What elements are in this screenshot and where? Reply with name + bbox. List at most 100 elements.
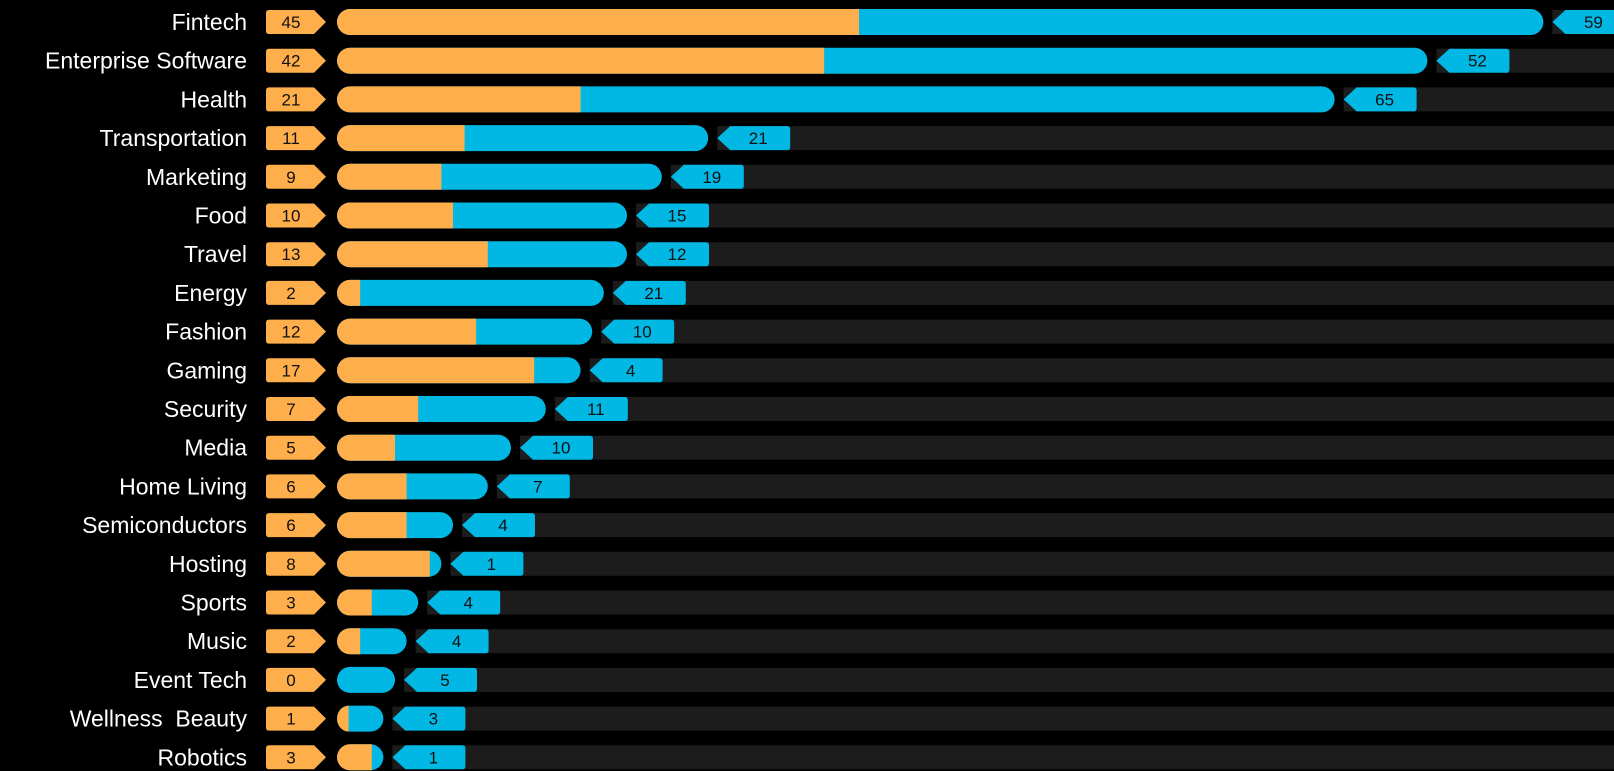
- series-a-value-label: 42: [282, 52, 301, 71]
- series-b-value-badge: [427, 590, 501, 615]
- series-a-value-label: 2: [286, 284, 295, 303]
- series-b-value-label: 11: [587, 400, 605, 419]
- series-a-value-label: 8: [286, 555, 295, 574]
- category-label: Home Living: [119, 473, 247, 499]
- series-b-value-badge: [636, 203, 709, 228]
- series-a-value-badge: [266, 280, 326, 305]
- series-a-value-badge: [266, 358, 326, 383]
- series-b-value-badge: [717, 126, 791, 151]
- series-a-value-label: 9: [286, 168, 295, 187]
- bar-segment-series-a: [337, 279, 361, 306]
- bar-track: [427, 590, 1614, 615]
- series-a-value-badge: [266, 435, 326, 460]
- bar-row: Robotics 3 1: [158, 744, 1614, 771]
- category-label: Health: [181, 86, 247, 112]
- bar-segment-series-a: [337, 163, 442, 190]
- category-label: Marketing: [146, 164, 247, 190]
- category-label: Media: [184, 435, 247, 461]
- category-label: Sports: [181, 590, 247, 616]
- bar-segment-series-b: [337, 279, 604, 306]
- series-a-value-label: 5: [286, 439, 295, 458]
- series-b-value-label: 4: [452, 632, 461, 651]
- category-label: Enterprise Software: [45, 48, 247, 74]
- series-a-value-label: 6: [286, 477, 295, 496]
- bar-row: Sports 3 4: [181, 589, 1614, 616]
- bar-row: Music 2 4: [187, 628, 1614, 655]
- series-a-value-badge: [266, 590, 326, 615]
- series-b-value-label: 4: [463, 594, 472, 613]
- bar-row: Transportation 11 21: [100, 125, 1614, 152]
- bar-track: [462, 513, 1614, 538]
- series-b-value-badge: [636, 242, 709, 267]
- category-label: Fintech: [172, 9, 247, 35]
- series-a-value-badge: [266, 126, 326, 151]
- series-a-value-badge: [266, 203, 326, 228]
- series-b-value-label: 10: [633, 323, 652, 342]
- series-b-value-label: 7: [533, 477, 542, 496]
- bar-row: Semiconductors 6 4: [82, 512, 1614, 539]
- category-label: Fashion: [165, 319, 247, 345]
- bar-row: Event Tech 0 5: [134, 666, 1614, 693]
- bar-segment-series-a: [337, 744, 372, 771]
- bar-track: [554, 397, 1614, 421]
- bar-segment-series-a: [337, 47, 825, 74]
- series-b-value-label: 19: [702, 168, 721, 187]
- category-label: Food: [195, 203, 247, 229]
- series-a-value-badge: [266, 87, 326, 112]
- bar-row: Travel 13 12: [184, 241, 1614, 268]
- bar-segment-series-b: [337, 666, 395, 693]
- series-b-value-label: 1: [487, 555, 496, 574]
- series-b-value-label: 5: [440, 671, 449, 690]
- series-b-value-badge: [554, 397, 628, 421]
- series-b-value-label: 4: [498, 516, 507, 535]
- bar-segment-series-a: [337, 512, 407, 539]
- series-b-value-badge: [670, 164, 744, 189]
- category-label: Robotics: [158, 744, 247, 770]
- bar-track: [496, 474, 1614, 499]
- bar-track: [601, 319, 1614, 344]
- series-a-value-label: 2: [286, 632, 295, 651]
- bar-row: Gaming 17 4: [166, 357, 1614, 384]
- bar-segment-series-a: [337, 202, 453, 229]
- bar-row: Security 7 11: [164, 396, 1614, 422]
- bar-track: [589, 358, 1614, 383]
- bar-row: Hosting 8 1: [169, 550, 1614, 577]
- category-label: Semiconductors: [82, 512, 247, 538]
- series-a-value-label: 17: [282, 361, 301, 380]
- category-label: Energy: [174, 280, 247, 306]
- series-a-value-badge: [266, 242, 326, 267]
- series-a-value-badge: [266, 48, 326, 73]
- category-label: Security: [164, 396, 248, 422]
- series-b-value-label: 10: [552, 439, 571, 458]
- series-b-value-label: 1: [429, 748, 438, 767]
- bar-track: [450, 551, 1614, 576]
- series-a-value-label: 21: [282, 90, 301, 109]
- bar-track: [415, 629, 1614, 654]
- series-a-value-badge: [266, 551, 326, 576]
- series-a-value-label: 45: [282, 13, 301, 32]
- series-b-value-label: 3: [429, 710, 438, 729]
- bar-track: [520, 435, 1614, 460]
- bar-track: [404, 667, 1614, 692]
- category-label: Music: [187, 628, 247, 654]
- series-a-value-label: 7: [286, 400, 295, 419]
- bar-row: Enterprise Software 42 52: [45, 48, 1614, 74]
- bar-track: [670, 164, 1614, 189]
- series-b-value-badge: [392, 706, 466, 731]
- series-a-value-label: 13: [282, 245, 301, 264]
- series-b-value-badge: [612, 280, 686, 305]
- category-label: Travel: [184, 241, 247, 267]
- series-b-value-label: 21: [749, 129, 768, 148]
- series-a-value-label: 1: [286, 710, 295, 729]
- bar-segment-series-a: [337, 318, 477, 345]
- category-label: Hosting: [169, 551, 247, 577]
- bar-segment-series-a: [337, 357, 535, 384]
- series-a-value-badge: [266, 706, 326, 731]
- bar-track: [636, 242, 1614, 267]
- category-label: Wellness Beauty: [70, 706, 248, 732]
- bar-row: Wellness Beauty 1 3: [70, 705, 1614, 732]
- series-b-value-badge: [415, 629, 489, 654]
- series-b-value-badge: [1343, 87, 1417, 112]
- series-b-value-badge: [1436, 48, 1510, 73]
